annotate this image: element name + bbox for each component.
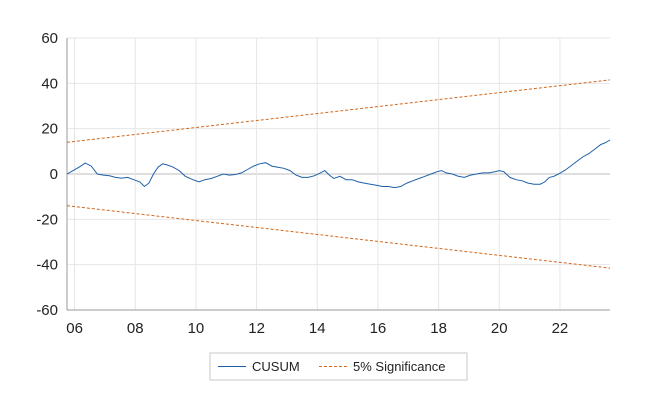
upper-significance-line [66,79,611,143]
x-tick-label: 06 [66,320,83,337]
y-tick-label: 60 [41,30,58,47]
x-tick-label: 18 [430,320,447,337]
legend-label-significance: 5% Significance [353,359,446,374]
x-tick-label: 20 [491,320,508,337]
legend: CUSUM 5% Significance [209,352,468,381]
x-tick-label: 12 [248,320,265,337]
legend-box [209,352,468,381]
x-tick-label: 14 [309,320,326,337]
y-axis-tick-labels: 60 40 20 0 -20 -40 -60 [36,30,58,319]
x-tick-label: 08 [127,320,144,337]
x-tick-label: 16 [370,320,387,337]
y-tick-label: 0 [50,166,58,183]
lower-significance-line [66,205,611,269]
y-tick-label: -60 [36,302,58,319]
cusum-series-line [66,139,611,189]
x-axis-tick-labels: 06 08 10 12 14 16 18 20 22 [66,320,568,337]
legend-label-cusum: CUSUM [252,359,300,374]
x-tick-label: 22 [552,320,569,337]
y-tick-label: -20 [36,211,58,228]
y-tick-label: 20 [41,121,58,138]
gridlines [66,37,610,311]
x-tick-label: 10 [188,320,205,337]
series-lines [66,79,611,269]
y-tick-label: -40 [36,257,58,274]
y-tick-label: 40 [41,75,58,92]
